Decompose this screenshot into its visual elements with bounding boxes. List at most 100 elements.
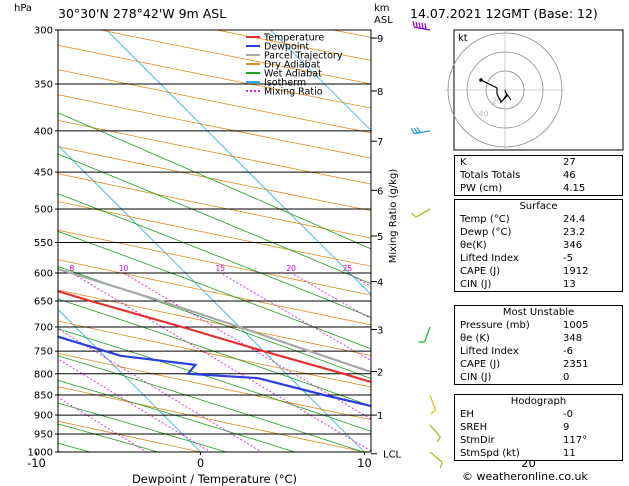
wind-barb-flag	[416, 127, 421, 133]
surface-row-label: CIN (J)	[460, 279, 492, 290]
height-unit-asl: ASL	[374, 15, 393, 26]
dry-adiabat-line	[58, 259, 371, 326]
surface-row-value: 23.2	[563, 227, 586, 238]
indices-row-value: 27	[563, 157, 576, 168]
surface-row-value: 1912	[563, 266, 589, 277]
wind-barb	[429, 424, 441, 438]
indices-row-label: K	[460, 157, 467, 168]
hodograph-ring-label: 40	[478, 110, 488, 119]
most_unstable-row-value: 348	[563, 333, 583, 344]
hodograph_table-row-value: 11	[563, 448, 576, 459]
wet-adiabat-line	[58, 328, 371, 432]
pressure-tick-label: 1000	[28, 448, 53, 459]
hodograph_table-row: StmDir 117°	[455, 434, 622, 447]
temperature-tick-label: -10	[27, 456, 46, 470]
dry-adiabat-line	[58, 386, 367, 452]
wind-barb-flag	[430, 409, 436, 415]
surface-row: CAPE (J) 1912	[455, 265, 622, 278]
hodograph_table-row: StmSpd (kt) 11	[455, 447, 622, 460]
wind-barb-flag	[410, 128, 415, 134]
km-tick-label: 3	[377, 325, 383, 336]
hodograph_table-title: Hodograph	[510, 396, 567, 407]
pressure-tick-label: 450	[34, 168, 53, 179]
pressure-tick-label: 800	[34, 369, 53, 380]
surface-row: Dewp (°C) 23.2	[455, 226, 622, 239]
wet-adiabat-line	[58, 266, 371, 379]
surface-row-label: Lifted Index	[460, 253, 519, 264]
indices-row: K 27	[455, 156, 622, 169]
height-unit-label: km ASL	[374, 3, 393, 27]
wind-barb	[423, 326, 431, 343]
legend-entry: Dry Adiabat	[264, 59, 321, 70]
surface-row-value: 346	[563, 240, 583, 251]
indices-row-label: Totals Totals	[460, 170, 521, 181]
temperature-line	[58, 290, 371, 384]
most_unstable-row-value: -6	[563, 346, 573, 357]
most-unstable-table: Most Unstable Pressure (mb) 1005 θe (K) 348 L…	[454, 305, 623, 385]
most_unstable-row: CAPE (J) 2351	[455, 358, 622, 371]
indices-row-label: PW (cm)	[460, 183, 503, 194]
mixing-ratio-label: 8	[70, 264, 75, 273]
hodograph_table-row-label: StmSpd (kt)	[460, 448, 520, 459]
wind-barb	[429, 394, 437, 411]
mixing-ratio-label: 15	[215, 264, 225, 273]
surface-row: Lifted Index -5	[455, 252, 622, 265]
hodograph_table-row: SREH 9	[455, 421, 622, 434]
legend-entry: Parcel Trajectory	[264, 50, 343, 61]
hodograph_table-row: EH -0	[455, 408, 622, 421]
wind-barb-flag	[415, 21, 418, 28]
km-tick-label: 2	[377, 368, 383, 379]
most_unstable-row-label: Lifted Index	[460, 346, 519, 357]
surface-row-label: CAPE (J)	[460, 266, 501, 277]
legend-entry: Wet Adiabat	[264, 68, 322, 79]
most_unstable-row-value: 2351	[563, 359, 589, 370]
mixing-ratio-line	[58, 396, 148, 452]
dewpoint-line	[58, 335, 371, 408]
plot-frame	[57, 29, 372, 453]
km-tick-label: 1	[377, 411, 383, 422]
km-tick-label: 4	[377, 278, 383, 289]
mixing-ratio-line	[71, 272, 371, 452]
credit-text: © weatheronline.co.uk	[462, 470, 588, 483]
dry-adiabat-line	[58, 94, 371, 159]
isotherm-line	[58, 144, 366, 452]
legend-entry: Isotherm	[264, 77, 306, 88]
wind-barb-flag	[436, 436, 441, 443]
wet-adiabat-line	[58, 230, 371, 350]
pressure-tick-label: 550	[34, 238, 53, 249]
dry-adiabat-line	[58, 420, 203, 452]
isotherm-line	[58, 308, 202, 452]
surface-row-label: Dewp (°C)	[460, 227, 512, 238]
pressure-tick-label: 600	[34, 268, 53, 279]
wet-adiabat-line	[58, 442, 92, 452]
isotherm-line	[105, 30, 371, 296]
most_unstable-row: θe (K) 348	[455, 332, 622, 345]
most_unstable-row: Pressure (mb) 1005	[455, 319, 622, 332]
hodograph-ring-label: 20	[492, 96, 502, 105]
x-axis-label: Dewpoint / Temperature (°C)	[132, 472, 297, 486]
wet-adiabat-line	[0, 6, 21, 469]
hodograph_table-row-label: EH	[460, 409, 474, 420]
hodograph-table: Hodograph EH -0 SREH 9 StmDir 117° StmSpd (kt) 1…	[454, 394, 623, 461]
legend-entry: Dewpoint	[264, 41, 309, 52]
dry-adiabat-line	[58, 119, 371, 185]
most_unstable-row-value: 0	[563, 372, 570, 383]
wind-barb-flag	[412, 21, 415, 28]
location-title: 30°30'N 278°42'W 9m ASL	[58, 6, 227, 21]
temperature-tick-label: 10	[357, 456, 372, 470]
wet-adiabat-line	[58, 355, 365, 452]
mixing-ratio-label: 10	[119, 264, 129, 273]
surface-row-label: Temp (°C)	[460, 214, 510, 225]
pressure-tick-label: 900	[34, 411, 53, 422]
plot-area	[0, 6, 371, 469]
most_unstable-row-label: Pressure (mb)	[460, 320, 530, 331]
wet-adiabat-line	[58, 112, 371, 250]
indices-row-value: 4.15	[563, 183, 586, 194]
most_unstable-title: Most Unstable	[502, 307, 575, 318]
hodograph_table-row-value: 9	[563, 422, 570, 433]
pressure-unit-label: hPa	[14, 3, 33, 14]
dry-adiabat-line	[58, 289, 371, 356]
wind-barb-flag	[413, 127, 418, 134]
wet-adiabat-line	[58, 298, 371, 407]
wind-barb-flag	[424, 23, 427, 30]
